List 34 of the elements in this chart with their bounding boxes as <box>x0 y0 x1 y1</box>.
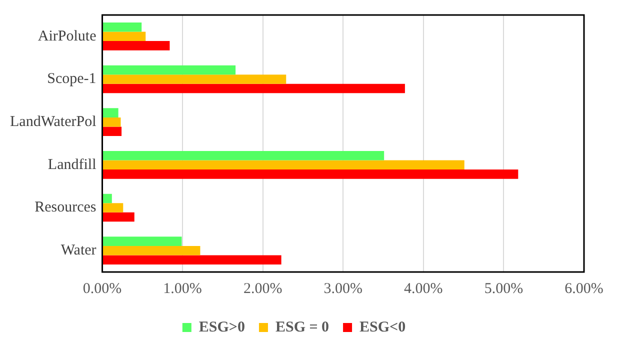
bar <box>102 212 134 222</box>
bar <box>102 194 112 204</box>
bar <box>102 65 236 75</box>
bar <box>102 126 122 136</box>
bar <box>102 41 170 50</box>
legend-label: ESG>0 <box>198 319 245 336</box>
bar <box>102 203 124 212</box>
bar <box>102 150 384 160</box>
bar <box>102 170 518 179</box>
x-tick-label: 2.00% <box>243 280 282 297</box>
y-tick-label: Landfill <box>48 156 96 173</box>
x-tick-label: 0.00% <box>82 280 122 297</box>
bar <box>102 246 200 256</box>
y-tick-label: Resources <box>34 200 96 216</box>
x-tick-label: 6.00% <box>564 280 604 297</box>
x-tick-label: 1.00% <box>163 280 202 297</box>
bar <box>102 74 286 84</box>
bar <box>102 32 146 42</box>
x-tick-label: 3.00% <box>324 280 363 297</box>
bar <box>102 236 182 246</box>
bar <box>102 160 464 170</box>
legend-label: ESG<0 <box>360 319 406 336</box>
bar <box>102 84 405 94</box>
x-tick-label: 5.00% <box>484 280 524 297</box>
y-tick-label: Water <box>60 242 96 259</box>
legend-label: ESG = 0 <box>275 319 330 336</box>
bar <box>102 108 118 118</box>
bar <box>102 255 282 265</box>
x-tick-label: 4.00% <box>404 280 443 297</box>
y-tick-label: Scope-1 <box>47 71 96 88</box>
y-tick-label: AirPolute <box>38 28 97 44</box>
bar <box>102 117 121 127</box>
bar <box>102 22 142 32</box>
y-tick-label: LandWaterPol <box>10 114 96 130</box>
